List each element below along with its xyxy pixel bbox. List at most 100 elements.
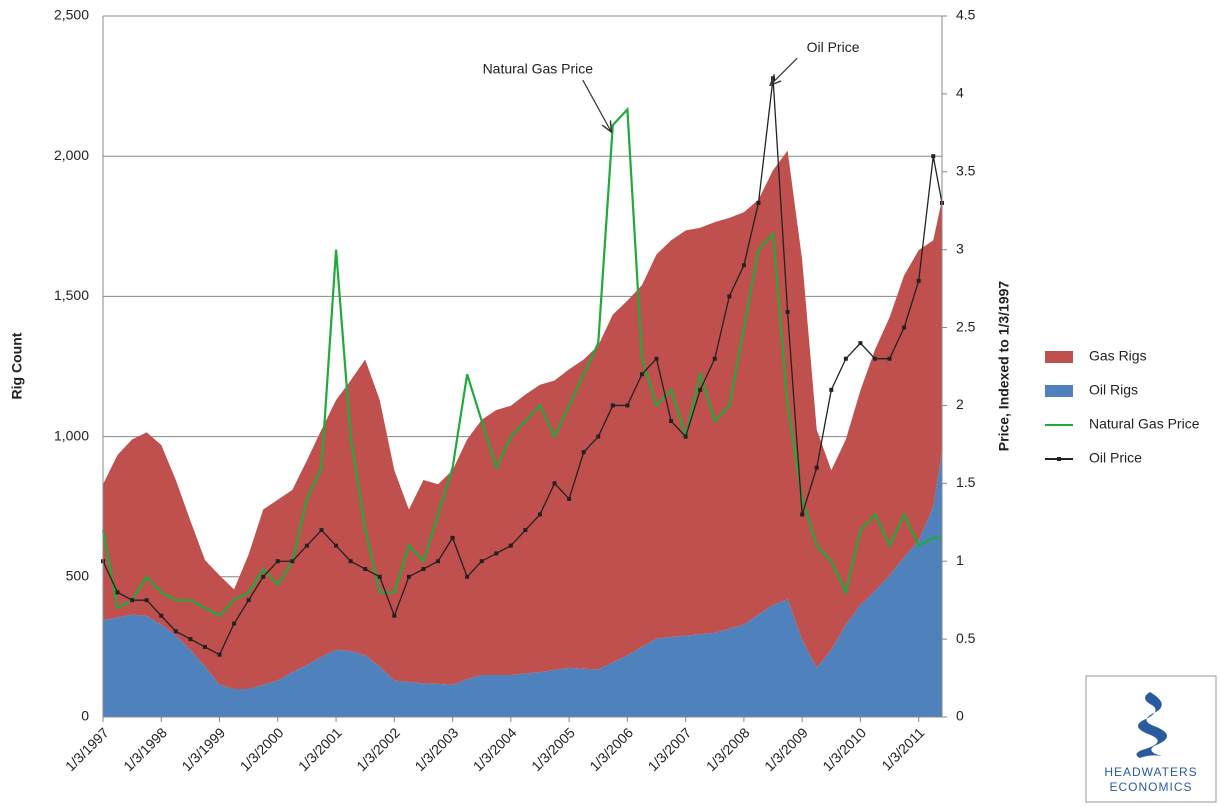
marker (436, 559, 441, 564)
x-tick-label: 1/3/2009 (761, 724, 811, 774)
marker (159, 613, 164, 618)
logo-text: HEADWATERS (1104, 765, 1197, 779)
legend-label: Oil Price (1089, 450, 1142, 466)
legend-label: Oil Rigs (1089, 382, 1138, 398)
x-tick-label: 1/3/2011 (878, 724, 927, 773)
marker (902, 325, 907, 330)
marker (654, 356, 659, 361)
marker (392, 613, 397, 618)
y-tick-label: 1,500 (54, 287, 89, 303)
marker (421, 567, 426, 572)
y2-tick-label: 2 (956, 396, 964, 412)
x-tick-label: 1/3/2010 (819, 724, 869, 774)
marker (887, 356, 892, 361)
marker (275, 559, 280, 564)
x-tick-label: 1/3/2004 (470, 724, 520, 774)
x-tick-label: 1/3/2002 (353, 724, 403, 774)
marker (494, 551, 499, 556)
y-axis-title: Rig Count (9, 332, 25, 399)
marker (771, 76, 776, 81)
marker (567, 496, 572, 501)
marker (756, 200, 761, 205)
marker (290, 559, 295, 564)
logo: HEADWATERS ECONOMICS (1085, 675, 1217, 803)
marker (727, 294, 732, 299)
marker (698, 387, 703, 392)
marker (872, 356, 877, 361)
marker (741, 263, 746, 268)
legend-label: Gas Rigs (1089, 348, 1147, 364)
marker (800, 512, 805, 517)
x-tick-label: 1/3/1997 (62, 724, 112, 774)
marker (202, 644, 207, 649)
x-tick-label: 1/3/1999 (178, 724, 228, 774)
area (103, 450, 942, 717)
y-tick-label: 2,000 (54, 147, 89, 163)
marker (115, 590, 120, 595)
x-tick-label: 1/3/2008 (703, 724, 753, 774)
annotation-arrow (582, 79, 611, 131)
marker (319, 528, 324, 533)
marker (596, 434, 601, 439)
x-tick-label: 1/3/2003 (411, 724, 461, 774)
y2-tick-label: 3 (956, 240, 964, 256)
y2-tick-label: 4 (956, 85, 964, 101)
marker (712, 356, 717, 361)
marker (523, 528, 528, 533)
marker (232, 621, 237, 626)
marker (785, 309, 790, 314)
y-tick-label: 2,500 (54, 7, 89, 23)
marker (130, 598, 135, 603)
marker (843, 356, 848, 361)
marker (246, 598, 251, 603)
marker (144, 598, 149, 603)
logo-text: ECONOMICS (1109, 780, 1192, 794)
y2-tick-label: 0 (956, 708, 964, 724)
marker (363, 567, 368, 572)
y2-tick-label: 3.5 (956, 162, 976, 178)
marker (334, 543, 339, 548)
marker (625, 403, 630, 408)
x-tick-label: 1/3/2000 (237, 724, 287, 774)
marker (916, 278, 921, 283)
marker (188, 637, 193, 642)
marker (610, 403, 615, 408)
marker (465, 574, 470, 579)
logo-mark (1136, 692, 1167, 758)
y-tick-label: 0 (81, 708, 89, 724)
x-tick-label: 1/3/2007 (645, 724, 695, 774)
marker (552, 481, 557, 486)
marker (377, 574, 382, 579)
x-tick-label: 1/3/2005 (528, 724, 578, 774)
x-tick-label: 1/3/2006 (586, 724, 636, 774)
annotation: Natural Gas Price (483, 61, 594, 77)
marker (406, 574, 411, 579)
y2-tick-label: 4.5 (956, 7, 976, 23)
marker (173, 629, 178, 634)
marker (639, 372, 644, 377)
y2-tick-label: 1 (956, 552, 964, 568)
marker (683, 434, 688, 439)
marker (479, 559, 484, 564)
area (103, 150, 942, 689)
y-tick-label: 500 (66, 568, 90, 584)
legend-marker (1057, 457, 1061, 461)
x-tick-label: 1/3/2001 (295, 724, 345, 774)
marker (669, 419, 674, 424)
marker (931, 154, 936, 159)
y2-axis-title: Price, Indexed to 1/3/1997 (996, 281, 1012, 452)
marker (508, 543, 513, 548)
legend-swatch (1045, 351, 1073, 363)
marker (829, 387, 834, 392)
plot (101, 76, 944, 717)
marker (537, 512, 542, 517)
marker (217, 652, 222, 657)
y2-tick-label: 0.5 (956, 630, 976, 646)
marker (261, 574, 266, 579)
marker (814, 465, 819, 470)
marker (348, 559, 353, 564)
legend-swatch (1045, 385, 1073, 397)
legend-label: Natural Gas Price (1089, 416, 1200, 432)
annotation-arrow (771, 57, 798, 84)
